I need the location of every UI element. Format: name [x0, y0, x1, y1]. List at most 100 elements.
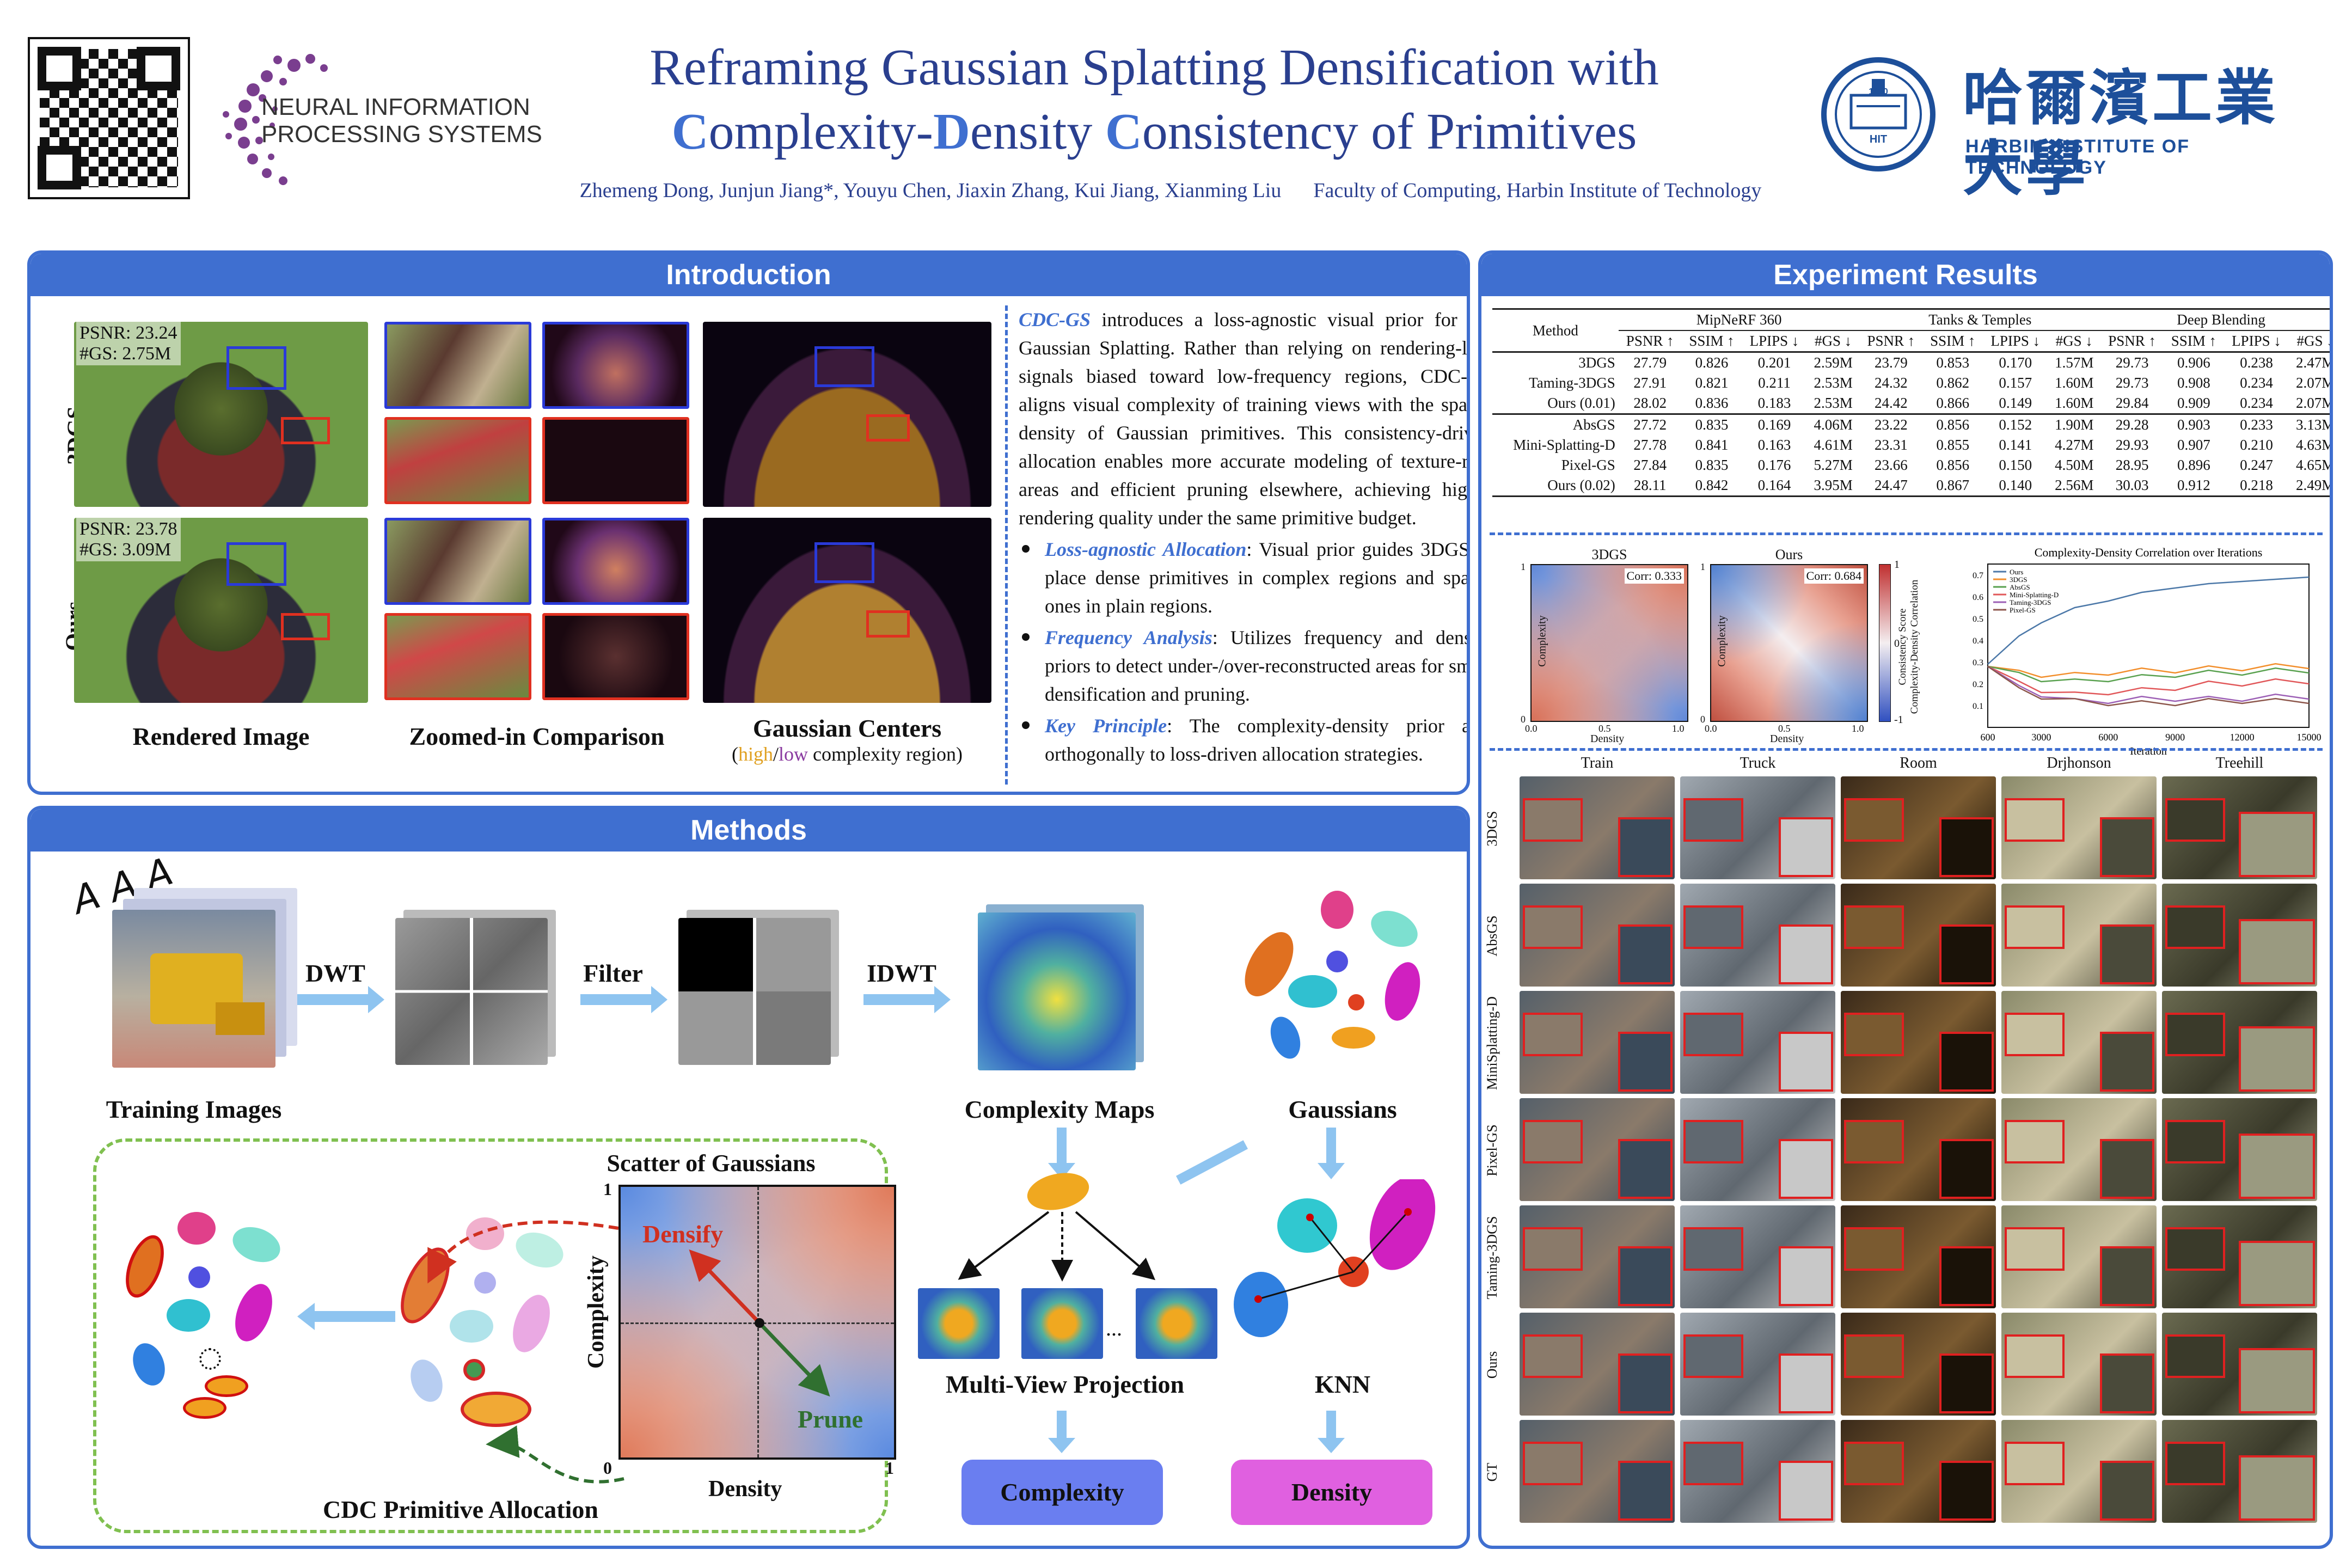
- value-cell: 0.855: [1936, 437, 1970, 453]
- arrow-cdc-left: [314, 1311, 395, 1322]
- zoom-box: [1683, 905, 1743, 949]
- value-cell: 2.07M: [2295, 395, 2333, 411]
- scatter-x1: 1: [885, 1458, 894, 1478]
- zoom-inset: [1939, 924, 1994, 984]
- value-cell: 0.164: [1757, 477, 1791, 493]
- densify-label: Densify: [642, 1220, 724, 1248]
- qualitative-image: [2001, 776, 2157, 879]
- value-cell: 23.31: [1875, 437, 1908, 453]
- metric-header: LPIPS ↓: [1990, 333, 2041, 349]
- value-cell: 0.157: [1999, 375, 2032, 391]
- poster-title: Reframing Gaussian Splatting Densificati…: [544, 35, 1764, 164]
- value-cell: 0.836: [1695, 395, 1729, 411]
- zoom-box: [1683, 1227, 1743, 1271]
- line-chart-x-tick: 9000: [2165, 732, 2185, 743]
- rendered-3dgs: PSNR: 23.24 #GS: 2.75M: [74, 322, 368, 507]
- idwt-label: IDWT: [867, 959, 936, 987]
- qualitative-image: [2162, 991, 2317, 1094]
- plot-3dgs-xlabel: Density: [1590, 733, 1625, 745]
- line-chart-y-tick: 0.4: [1973, 636, 1983, 646]
- qualitative-image: [1520, 776, 1675, 879]
- value-cell: 1.60M: [2055, 395, 2094, 411]
- zoom-inset: [1939, 1461, 1994, 1521]
- arrow-g-diag: [1175, 1140, 1248, 1185]
- scatter-y-tick: 0: [1700, 714, 1705, 725]
- projection-arrows-icon: [958, 1211, 1156, 1282]
- value-cell: 4.27M: [2055, 437, 2094, 453]
- zoom-ours-flower-pts: [542, 613, 689, 700]
- line-series-ours: [1987, 576, 2310, 665]
- line-series-3dgs: [1987, 663, 2310, 678]
- line-chart-x-tick: 12000: [2230, 732, 2255, 743]
- authors-line: Zhemeng Dong, Junjun Jiang*, Youyu Chen,…: [544, 179, 1797, 203]
- value-cell: 27.79: [1633, 354, 1667, 371]
- value-cell: 3.13M: [2295, 416, 2333, 433]
- zoom-box: [1844, 1442, 1904, 1485]
- value-cell: 0.152: [1999, 416, 2032, 433]
- zoom-box: [1683, 1442, 1743, 1485]
- filter-output: [678, 918, 831, 1065]
- qualitative-image: [1520, 884, 1675, 987]
- value-cell: 0.853: [1936, 354, 1970, 371]
- zoom-box: [1523, 1120, 1583, 1163]
- hit-seal-year: 1920: [1869, 87, 1888, 96]
- zoom-inset: [1618, 1246, 1673, 1306]
- cbar-1: 1: [1894, 559, 1900, 571]
- intro-text: CDC-GS introduces a loss-agnostic visual…: [1019, 305, 1467, 768]
- legend-label: Ours: [2010, 568, 2023, 576]
- qualitative-image: [2162, 884, 2317, 987]
- value-cell: 2.49M: [2295, 477, 2333, 493]
- metric-header: #GS ↓: [2055, 333, 2093, 349]
- line-chart-y-tick: 0.3: [1973, 658, 1983, 667]
- line-chart-y-tick: 0.5: [1973, 615, 1983, 624]
- hit-seal-icon: [1821, 57, 1935, 171]
- zoom-box: [1844, 905, 1904, 949]
- densify-prune-curves-icon: [427, 1220, 624, 1484]
- qualitative-image: [2162, 1205, 2317, 1308]
- intro-title: Introduction: [30, 254, 1467, 296]
- cdc-label: CDC Primitive Allocation: [323, 1496, 598, 1523]
- view-1: [918, 1288, 1000, 1359]
- zoom-box: [2165, 1334, 2225, 1378]
- value-cell: 0.907: [2177, 437, 2210, 453]
- zoom-inset: [2239, 812, 2315, 877]
- zoom-box: [2165, 1442, 2225, 1485]
- zoom-box: [1523, 905, 1583, 949]
- zoom-inset: [1779, 1032, 1833, 1092]
- zoom-inset: [2100, 1461, 2154, 1521]
- value-cell: 4.06M: [1814, 416, 1853, 433]
- value-cell: 24.32: [1875, 375, 1908, 391]
- view-3: [1136, 1288, 1217, 1359]
- scatter-3dgs: Corr: 0.333: [1530, 564, 1688, 722]
- value-cell: 0.247: [2240, 457, 2273, 473]
- results-divider-2: [1490, 748, 2323, 751]
- value-cell: 0.163: [1757, 437, 1791, 453]
- value-cell: 0.826: [1695, 354, 1729, 371]
- zoom-inset: [1939, 1032, 1994, 1092]
- row-label: AbsGS: [1484, 915, 1500, 957]
- row-label: GT: [1484, 1462, 1500, 1481]
- intro-divider: [1005, 305, 1008, 785]
- table-row: Pixel-GS 27.84 0.835 0.176 5.27M 23.66 0.856 0.…: [1492, 455, 2330, 475]
- scatter-xlabel: Density: [708, 1477, 782, 1502]
- line-chart-frame: [1987, 564, 2310, 728]
- arrow-cm-down: [1057, 1128, 1067, 1166]
- qualitative-image: [2001, 1098, 2157, 1201]
- value-cell: 29.73: [2115, 354, 2149, 371]
- value-cell: 0.835: [1695, 416, 1729, 433]
- cap-rendered: Rendered Image: [132, 722, 310, 750]
- value-cell: 0.140: [1999, 477, 2032, 493]
- dwt-output: [395, 918, 548, 1065]
- zoom-box: [1844, 1013, 1904, 1056]
- value-cell: 27.91: [1633, 375, 1667, 391]
- centers-ours: [703, 518, 991, 703]
- scatter-x-tick: 0.0: [1705, 723, 1717, 734]
- zoom-inset: [2100, 1139, 2154, 1199]
- scatter-y1: 1: [603, 1179, 612, 1199]
- column-label: Treehill: [2215, 755, 2264, 771]
- zoom-inset: [2100, 1353, 2154, 1413]
- zoom-box: [2165, 1120, 2225, 1163]
- zoom-inset: [1618, 1139, 1673, 1199]
- metric-header: LPIPS ↓: [2232, 333, 2281, 349]
- value-cell: 0.141: [1999, 437, 2032, 453]
